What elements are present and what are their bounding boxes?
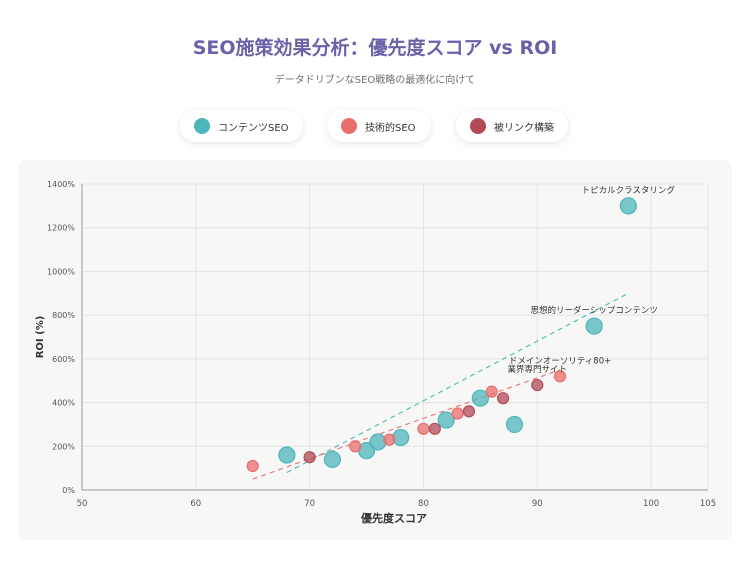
legend-dot-icon [194,118,210,134]
data-point[interactable] [505,415,524,434]
data-point[interactable] [497,392,510,405]
y-tick-label: 1400% [47,180,75,189]
point-annotation: 思想的リーダーシップコンテンツ [531,305,658,316]
x-tick-label: 90 [532,499,543,509]
y-tick-label: 800% [52,311,75,320]
legend-label: 技術的SEO [365,122,416,134]
y-tick-label: 0% [62,486,75,495]
data-point[interactable] [471,389,489,407]
y-tick-label: 400% [52,399,75,408]
data-point[interactable] [485,385,498,398]
data-point[interactable] [451,407,464,420]
x-tick-label: 70 [304,499,315,509]
legend-dot-icon [341,118,357,134]
data-point[interactable] [278,446,296,464]
data-point[interactable] [553,370,567,383]
x-tick-label: 50 [77,499,88,509]
data-point[interactable] [462,405,476,418]
legend-label: コンテンツSEO [218,122,289,134]
x-tick-label: 60 [190,499,201,509]
legend-dot-icon [470,118,486,134]
trendline [252,369,561,480]
point-annotation: ドメインオーソリティ80+ [509,356,611,366]
trendline [286,292,629,474]
x-tick-label: 105 [700,499,716,509]
point-annotation: トピカルクラスタリング [582,185,676,196]
data-point[interactable] [531,378,544,392]
point-annotation: 業界専門サイト [508,364,568,375]
x-tick-label: 80 [418,499,429,509]
chart-title: SEO施策効果分析：優先度スコア vs ROI [192,37,558,59]
data-point[interactable] [392,428,410,447]
data-point[interactable] [349,440,362,453]
y-tick-label: 200% [52,442,75,451]
chart-subtitle: データドリブンなSEO戦略の最適化に向けて [274,75,476,86]
y-tick-label: 600% [52,355,75,364]
data-point[interactable] [428,422,441,435]
y-tick-label: 1000% [47,267,75,276]
y-axis-title: ROI (%) [35,316,46,359]
data-point[interactable] [323,450,341,468]
y-tick-label: 1200% [47,224,75,233]
legend-label: 被リンク構築 [494,122,554,134]
legend-item-backlink[interactable]: 被リンク構築 [456,110,568,142]
data-point[interactable] [383,433,396,446]
legend-item-content-seo[interactable]: コンテンツSEO [180,110,303,142]
data-point[interactable] [246,459,259,473]
x-axis-title: 優先度スコア [360,511,427,525]
data-point[interactable] [303,451,316,464]
data-point[interactable] [417,422,430,435]
data-point[interactable] [437,411,455,429]
data-point[interactable] [619,197,637,215]
legend-item-technical-seo[interactable]: 技術的SEO [327,110,431,142]
data-point[interactable] [585,317,603,335]
data-point[interactable] [369,433,387,451]
chart-panel [18,160,732,540]
x-tick-label: 100 [643,499,659,509]
